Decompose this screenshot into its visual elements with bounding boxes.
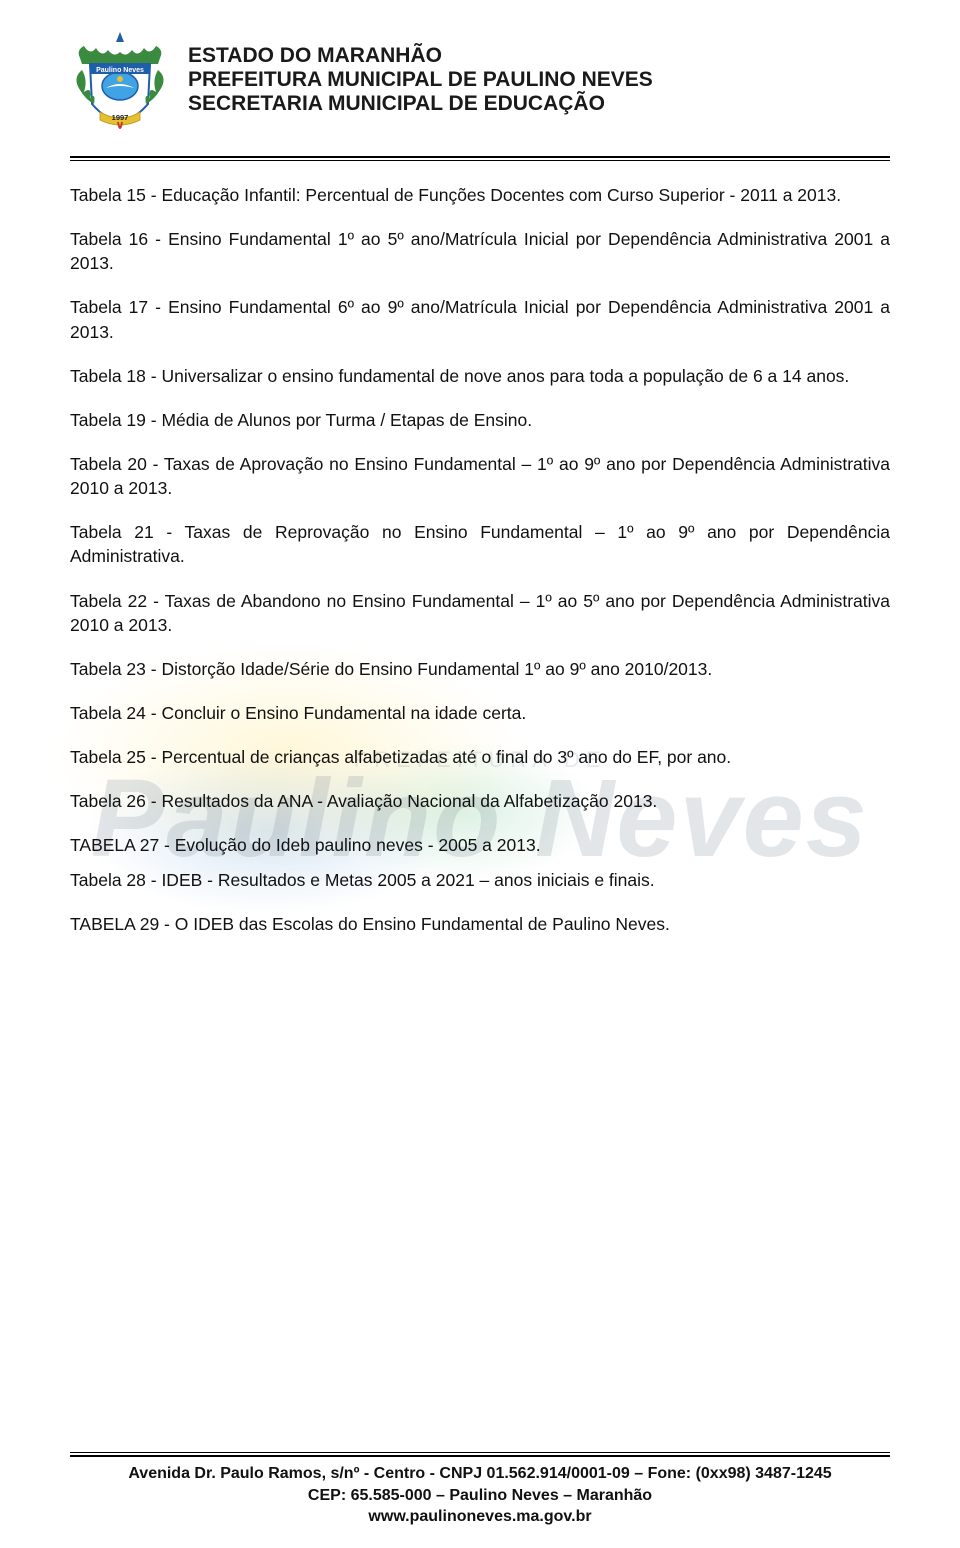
paragraph-t24: Tabela 24 - Concluir o Ensino Fundamenta… xyxy=(70,701,890,725)
document-body: Tabela 15 - Educação Infantil: Percentua… xyxy=(70,183,890,936)
paragraph-t18: Tabela 18 - Universalizar o ensino funda… xyxy=(70,364,890,388)
footer-text: Avenida Dr. Paulo Ramos, s/nº - Centro -… xyxy=(70,1463,890,1528)
paragraph-t25: Tabela 25 - Percentual de crianças alfab… xyxy=(70,745,890,769)
letterhead-text: ESTADO DO MARANHÃO PREFEITURA MUNICIPAL … xyxy=(188,30,653,116)
header-line1: ESTADO DO MARANHÃO xyxy=(188,44,653,68)
svg-text:1997: 1997 xyxy=(112,113,129,122)
paragraph-t21: Tabela 21 - Taxas de Reprovação no Ensin… xyxy=(70,520,890,568)
paragraph-t29: TABELA 29 - O IDEB das Escolas do Ensino… xyxy=(70,912,890,936)
paragraph-t19: Tabela 19 - Média de Alunos por Turma / … xyxy=(70,408,890,432)
paragraph-t20: Tabela 20 - Taxas de Aprovação no Ensino… xyxy=(70,452,890,500)
paragraph-t15: Tabela 15 - Educação Infantil: Percentua… xyxy=(70,183,890,207)
paragraph-t16: Tabela 16 - Ensino Fundamental 1º ao 5º … xyxy=(70,227,890,275)
paragraph-t28: Tabela 28 - IDEB - Resultados e Metas 20… xyxy=(70,868,890,892)
header-line3: SECRETARIA MUNICIPAL DE EDUCAÇÃO xyxy=(188,92,653,116)
letterhead-header: Paulino Neves 1997 ESTADO DO MARANHÃO PR… xyxy=(70,30,890,154)
svg-text:Paulino Neves: Paulino Neves xyxy=(96,67,144,74)
paragraph-t17: Tabela 17 - Ensino Fundamental 6º ao 9º … xyxy=(70,295,890,343)
paragraph-t26: Tabela 26 - Resultados da ANA - Avaliaçã… xyxy=(70,789,890,813)
header-line2: PREFEITURA MUNICIPAL DE PAULINO NEVES xyxy=(188,68,653,92)
header-rule xyxy=(70,156,890,161)
footer: Avenida Dr. Paulo Ramos, s/nº - Centro -… xyxy=(70,1452,890,1528)
paragraph-t22: Tabela 22 - Taxas de Abandono no Ensino … xyxy=(70,589,890,637)
page-container: Paulino Neves 1997 ESTADO DO MARANHÃO PR… xyxy=(0,0,960,976)
municipal-crest-icon: Paulino Neves 1997 xyxy=(70,30,170,140)
paragraph-t23: Tabela 23 - Distorção Idade/Série do Ens… xyxy=(70,657,890,681)
footer-line3: www.paulinoneves.ma.gov.br xyxy=(70,1506,890,1528)
footer-rule xyxy=(70,1452,890,1457)
footer-line1: Avenida Dr. Paulo Ramos, s/nº - Centro -… xyxy=(70,1463,890,1485)
paragraph-t27: TABELA 27 - Evolução do Ideb paulino nev… xyxy=(70,833,890,857)
footer-line2: CEP: 65.585-000 – Paulino Neves – Maranh… xyxy=(70,1485,890,1507)
